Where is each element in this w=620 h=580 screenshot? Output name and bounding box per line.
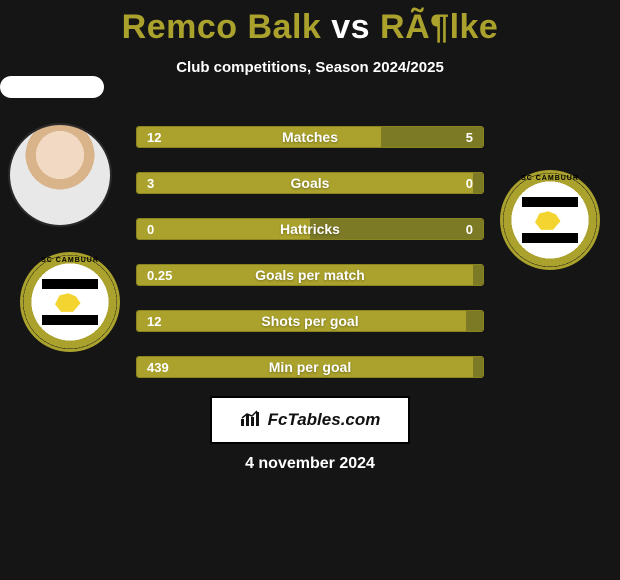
stat-left-value: 0.25 xyxy=(137,265,473,285)
stat-right-value xyxy=(473,265,483,285)
stat-left-value: 3 xyxy=(137,173,473,193)
stat-left-value: 12 xyxy=(137,127,381,147)
club-crest-icon xyxy=(42,279,98,325)
stat-right-value: 0 xyxy=(310,219,483,239)
stat-right-value: 0 xyxy=(473,173,483,193)
player1-club-badge: SC CAMBUUR xyxy=(20,252,120,352)
date-text: 4 november 2024 xyxy=(0,455,620,473)
stat-right-value xyxy=(466,311,483,331)
player2-name: RÃ¶lke xyxy=(380,8,498,46)
stat-right-value xyxy=(473,357,483,377)
brand-badge: FcTables.com xyxy=(210,396,410,444)
stat-left-value: 12 xyxy=(137,311,466,331)
player2-club-badge: SC CAMBUUR xyxy=(500,170,600,270)
comparison-chart: 125Matches 30Goals 00Hattricks 0.25Goals pe… xyxy=(136,126,484,402)
stat-row: 12Shots per goal xyxy=(136,310,484,332)
stat-left-value: 439 xyxy=(137,357,473,377)
stat-row: 00Hattricks xyxy=(136,218,484,240)
club-name-text: SC CAMBUUR xyxy=(23,257,117,264)
subtitle: Club competitions, Season 2024/2025 xyxy=(0,59,620,76)
vs-text: vs xyxy=(331,8,370,46)
stat-row: 30Goals xyxy=(136,172,484,194)
player1-name: Remco Balk xyxy=(122,8,322,46)
player2-avatar xyxy=(0,76,104,98)
club-crest-icon xyxy=(522,197,578,243)
club-name-text: SC CAMBUUR xyxy=(503,175,597,182)
player1-avatar xyxy=(8,123,112,227)
stat-row: 125Matches xyxy=(136,126,484,148)
page-title: Remco Balk vs RÃ¶lke xyxy=(0,0,620,47)
stat-left-value: 0 xyxy=(137,219,310,239)
stat-row: 0.25Goals per match xyxy=(136,264,484,286)
chart-icon xyxy=(240,409,262,432)
stat-row: 439Min per goal xyxy=(136,356,484,378)
stat-right-value: 5 xyxy=(381,127,483,147)
brand-text: FcTables.com xyxy=(268,410,381,430)
